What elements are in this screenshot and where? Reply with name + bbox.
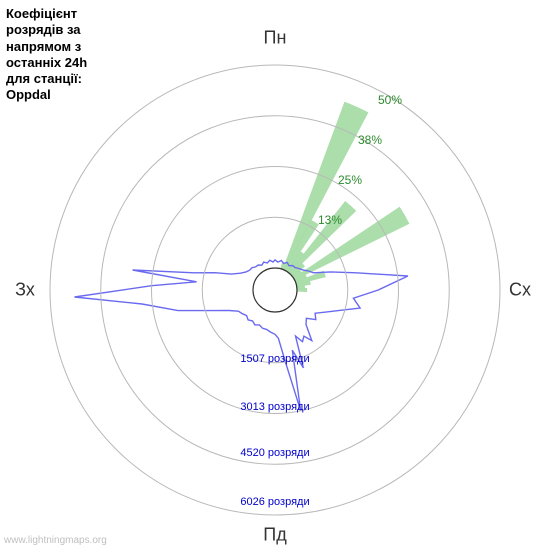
pct-ring-label: 38%: [358, 133, 382, 147]
pct-ring-label: 50%: [378, 93, 402, 107]
chart-title: Коефіцієнт розрядів за напрямом з останн…: [6, 6, 87, 104]
center-hole: [253, 268, 297, 312]
footer-attribution: www.lightningmaps.org: [4, 535, 107, 546]
pct-ring-label: 25%: [338, 173, 362, 187]
count-ring-label: 1507 розряди: [240, 353, 309, 365]
blue-trace: [75, 260, 408, 411]
green-wedge: [297, 288, 307, 292]
compass-west: Зх: [15, 280, 35, 301]
compass-south: Пд: [263, 525, 286, 546]
count-ring-label: 3013 розряди: [240, 401, 309, 413]
pct-ring-label: 13%: [318, 213, 342, 227]
count-ring-label: 6026 розряди: [240, 496, 309, 508]
compass-north: Пн: [264, 28, 287, 49]
compass-east: Сх: [509, 280, 531, 301]
chart-container: 13% 25% 38% 50% 1507 розряди 3013 розряди 4520…: [0, 0, 550, 550]
count-ring-label: 4520 розряди: [240, 447, 309, 459]
